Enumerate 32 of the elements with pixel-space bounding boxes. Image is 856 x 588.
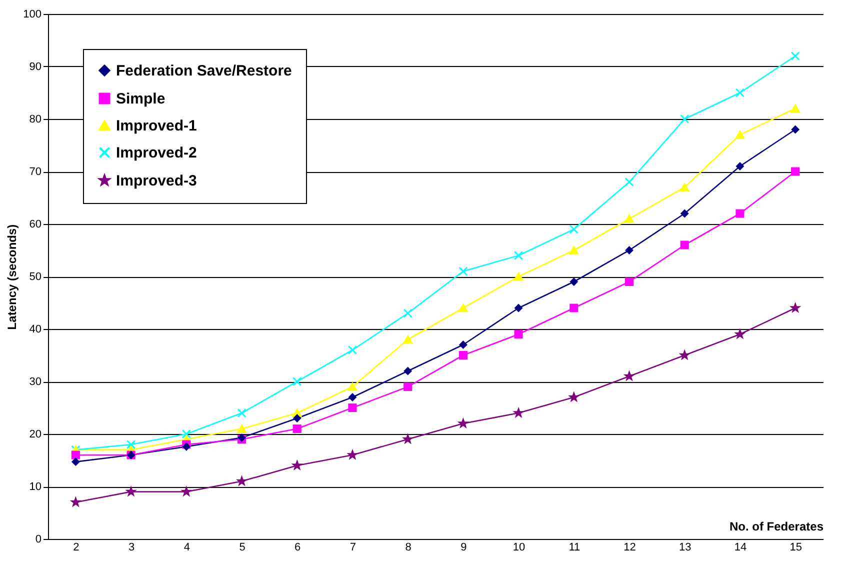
- x-tick-label: 8: [405, 542, 412, 554]
- x-tick-label: 9: [460, 542, 467, 554]
- x-tick-label: 4: [184, 542, 190, 554]
- legend-label: Improved-1: [116, 118, 197, 134]
- x-tick-label: 5: [239, 542, 246, 554]
- legend-label: Simple: [116, 90, 166, 108]
- x-tick-label: 10: [512, 542, 526, 554]
- y-tick-label: 80: [29, 114, 42, 126]
- x-tick-label: 15: [790, 542, 802, 554]
- y-tick-label: 50: [29, 271, 42, 283]
- y-tick-label: 70: [29, 166, 42, 178]
- x-tick-label: 2: [73, 542, 80, 554]
- y-tick-label: 20: [29, 428, 42, 440]
- y-axis-title: Latency (seconds): [5, 224, 20, 330]
- x-axis-title: No. of Federates: [729, 520, 824, 534]
- x-tick-label: 14: [734, 542, 747, 554]
- legend-label: Federation Save/Restore: [116, 62, 292, 80]
- y-tick-label: 100: [23, 8, 42, 20]
- x-tick-label: 6: [294, 542, 301, 554]
- y-tick-label: 30: [29, 376, 42, 388]
- y-tick-label: 0: [35, 534, 42, 546]
- legend-label: Improved-3: [116, 172, 197, 190]
- y-tick-label: 60: [29, 218, 42, 230]
- legend-label: Improved-2: [116, 144, 197, 162]
- x-tick-label: 11: [568, 542, 580, 554]
- x-tick-label: 12: [624, 542, 636, 554]
- y-tick-label: 10: [29, 481, 42, 493]
- x-tick-label: 3: [128, 542, 135, 554]
- y-tick-label: 90: [29, 61, 42, 73]
- x-tick-label: 7: [350, 542, 356, 554]
- y-tick-label: 40: [29, 324, 42, 336]
- x-tick-label: 13: [678, 542, 692, 554]
